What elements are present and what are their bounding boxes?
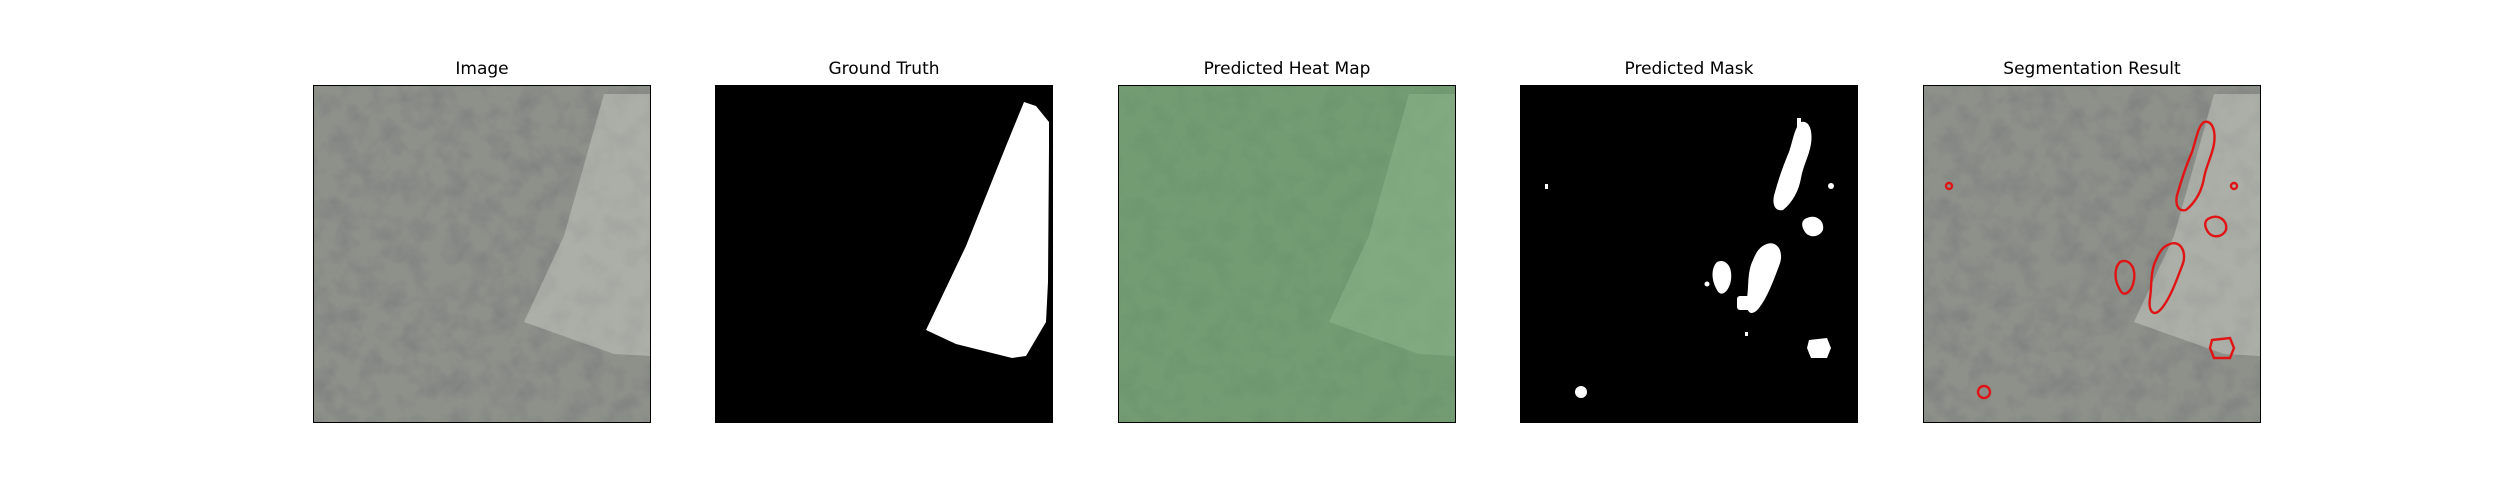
ground-truth-region [926,102,1049,358]
texture-background [314,86,650,422]
blob-upper-elongated [1773,121,1812,211]
image-frame [313,85,651,423]
blob-speck-left [1545,184,1548,189]
panel-title-heat-map: Predicted Heat Map [1203,59,1371,79]
contour-left-of-center [2114,259,2136,295]
blob-small-right [1802,216,1824,237]
blob-speck-center [1745,332,1748,336]
panel-title-segmentation-result: Segmentation Result [2003,59,2181,79]
heat-map-frame [1118,85,1456,423]
contour-lower-right [2208,336,2236,360]
predicted-blobs [1545,118,1834,398]
blob-upper-tip [1797,118,1801,130]
blob-lower-left [1575,386,1587,398]
blob-dot-right [1828,183,1834,189]
panel-image: Image [313,58,651,428]
contour-small-right [2204,215,2228,238]
image-photo [314,86,650,422]
blob-tiny-left [1704,281,1710,287]
panel-predicted-mask: Predicted Mask [1520,58,1858,428]
segmentation-pasted-region [2134,94,2260,356]
blob-center-lower [1737,296,1751,310]
segmentation-contours [1944,120,2239,400]
panel-title-ground-truth: Ground Truth [828,59,940,79]
panel-segmentation-result: Segmentation Result [1923,58,2261,428]
predicted-mask-frame [1520,85,1858,423]
segmentation-texture [1924,86,2260,422]
blob-left-of-center [1712,260,1732,294]
heat-map-overlay [1119,86,1455,422]
blob-lower-right [1807,338,1831,358]
segmentation-result-frame [1923,85,2261,423]
contour-center [2148,242,2186,315]
contour-upper-elongated [2175,120,2216,212]
segmentation-result-image [1924,86,2260,422]
ground-truth-mask [716,86,1052,422]
contour-dot-right [2229,181,2239,191]
blob-center [1746,243,1782,313]
panel-heat-map: Predicted Heat Map [1118,58,1456,428]
contour-lower-left [1976,384,1992,400]
pasted-region [524,94,650,356]
contour-speck-left [1944,181,1954,191]
panel-ground-truth: Ground Truth [715,58,1053,428]
panel-title-predicted-mask: Predicted Mask [1624,59,1754,79]
ground-truth-frame [715,85,1053,423]
panel-title-image: Image [455,59,509,79]
heat-map-image [1119,86,1455,422]
predicted-mask-image [1521,86,1857,422]
